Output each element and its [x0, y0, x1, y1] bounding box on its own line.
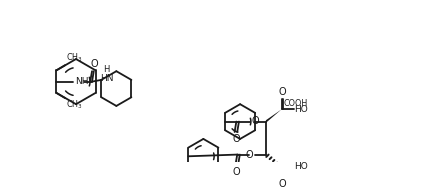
- Text: O: O: [232, 134, 240, 144]
- Text: O: O: [91, 59, 99, 69]
- Text: NH: NH: [75, 77, 88, 86]
- Text: O: O: [233, 167, 240, 177]
- Text: H: H: [103, 65, 110, 74]
- Text: CH$_3$: CH$_3$: [66, 99, 83, 111]
- Text: O: O: [251, 116, 259, 126]
- Text: O: O: [278, 179, 286, 187]
- Text: COOH: COOH: [283, 99, 308, 108]
- Text: HN: HN: [100, 74, 114, 83]
- Polygon shape: [266, 109, 282, 123]
- Text: HO: HO: [294, 162, 308, 171]
- Text: HO: HO: [294, 105, 308, 114]
- Text: O: O: [245, 150, 253, 160]
- Text: O: O: [278, 87, 286, 97]
- Text: CH$_3$: CH$_3$: [66, 52, 83, 64]
